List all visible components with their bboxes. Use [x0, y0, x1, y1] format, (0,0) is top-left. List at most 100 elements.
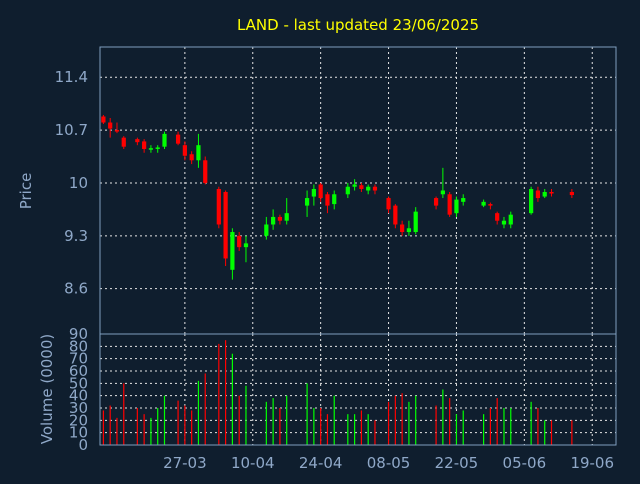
x-tick-label: 27-03	[163, 454, 207, 472]
candle	[501, 216, 507, 229]
candle	[142, 139, 147, 153]
candle	[155, 145, 160, 153]
x-tick-label: 22-05	[435, 454, 479, 472]
candle	[264, 216, 269, 240]
candle-body	[495, 213, 500, 221]
candle	[189, 151, 194, 165]
candle-body	[108, 122, 113, 129]
x-tick-label: 05-06	[503, 454, 547, 472]
candle-body	[264, 224, 269, 236]
candle	[406, 220, 412, 236]
candle	[332, 190, 337, 210]
candle-body	[142, 141, 147, 149]
candle-body	[162, 133, 167, 147]
x-tick-label: 10-04	[231, 454, 275, 472]
candle	[203, 156, 208, 185]
candle	[345, 182, 350, 199]
candle	[461, 194, 466, 206]
candle	[121, 136, 126, 149]
candle-body	[311, 188, 316, 197]
candle	[542, 188, 547, 199]
candle	[135, 137, 140, 146]
candle	[271, 209, 276, 230]
candle-body	[121, 137, 126, 147]
candle-body	[223, 192, 228, 259]
candle-body	[529, 188, 534, 214]
candle-body	[271, 216, 276, 225]
candle-body	[175, 134, 181, 144]
candle-body	[393, 205, 398, 225]
candle-body	[277, 216, 283, 221]
volume-tick-label: 50	[69, 374, 88, 392]
candle	[454, 196, 459, 217]
candle-body	[237, 235, 242, 248]
candle-body	[243, 243, 249, 248]
candle-body	[352, 184, 357, 187]
candle	[495, 211, 500, 225]
candle	[393, 204, 398, 229]
volume-panel-frame	[99, 333, 617, 446]
candle	[549, 188, 554, 197]
price-grid	[100, 47, 616, 334]
candle	[162, 131, 167, 149]
candle-body	[345, 186, 350, 195]
volume-tick-label: 10	[69, 424, 88, 442]
candle	[311, 184, 316, 206]
candle	[481, 199, 486, 208]
candle-body	[481, 201, 486, 206]
candle	[325, 192, 330, 214]
candle-body	[101, 116, 106, 123]
candle-body	[189, 154, 194, 161]
candle	[386, 196, 391, 214]
volume-tick-label: 60	[69, 362, 88, 380]
candle	[148, 145, 154, 153]
x-tick-label: 19-06	[570, 454, 614, 472]
candle	[413, 207, 418, 235]
candle-body	[203, 160, 208, 183]
candle	[243, 235, 249, 263]
candle-body	[148, 148, 154, 150]
candle-body	[454, 199, 459, 214]
candle	[101, 114, 106, 125]
volume-tick-label: 40	[69, 387, 88, 405]
candle-body	[461, 198, 466, 202]
candle	[352, 179, 357, 191]
candle-body	[433, 198, 439, 206]
chart-title: LAND - last updated 23/06/2025	[237, 16, 479, 34]
candle	[372, 184, 378, 195]
candle-body	[230, 232, 235, 270]
candle	[400, 220, 405, 236]
candle-body	[359, 185, 364, 189]
price-candles	[101, 114, 574, 280]
price-tick-label: 10.7	[55, 121, 88, 139]
candle	[508, 211, 513, 229]
candle	[529, 186, 534, 215]
candle-body	[284, 213, 289, 221]
candle-body	[406, 228, 412, 233]
candle-body	[366, 186, 371, 191]
volume-tick-label: 20	[69, 411, 88, 429]
candle	[447, 192, 452, 217]
candle-body	[440, 190, 445, 195]
candle-body	[135, 139, 140, 143]
candle-body	[542, 192, 547, 197]
candle	[216, 186, 221, 229]
candle-body	[325, 194, 330, 206]
candle-body	[386, 198, 391, 210]
x-tick-label: 24-04	[299, 454, 343, 472]
volume-grid	[100, 334, 616, 445]
x-tick-label: 08-05	[367, 454, 411, 472]
candle	[318, 182, 323, 202]
candle-body	[569, 192, 574, 196]
candle-body	[447, 194, 452, 215]
candle-body	[304, 198, 310, 206]
volume-tick-label: 0	[78, 436, 88, 454]
x-ticks: 27-03 10-04 24-04 08-05 22-05 05-06 19-06	[163, 454, 614, 472]
candle	[304, 190, 310, 217]
candle	[182, 141, 187, 161]
volume-tick-label: 30	[69, 399, 88, 417]
price-tick-label: 8.6	[64, 280, 88, 298]
candle	[237, 232, 242, 251]
